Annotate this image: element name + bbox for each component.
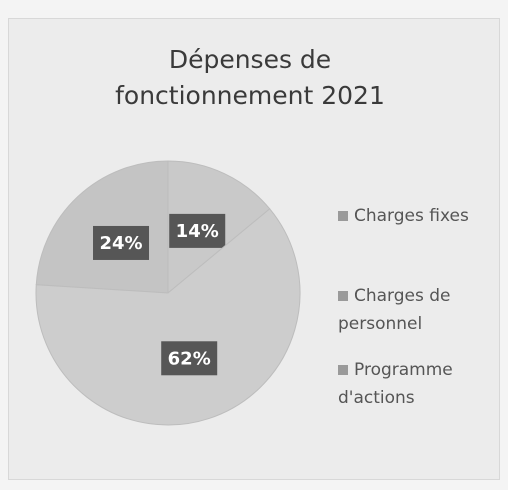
value-label-box: [93, 225, 150, 260]
legend-item: Programme d'actions: [338, 356, 498, 412]
value-label-box: [169, 213, 226, 248]
legend-item: Charges fixes: [338, 202, 498, 230]
pie-slice: [35, 208, 301, 426]
value-label: 62%: [168, 348, 211, 369]
value-label-box: [161, 341, 218, 376]
legend-swatch: [338, 211, 348, 221]
value-label: 24%: [99, 233, 142, 254]
legend-item: Charges de personnel: [338, 282, 498, 338]
legend-swatch: [338, 365, 348, 375]
chart-title: Dépenses de fonctionnement 2021: [115, 45, 385, 110]
legend-label: Programme d'actions: [338, 360, 453, 408]
value-label: 14%: [176, 221, 219, 242]
legend-label: Charges fixes: [354, 206, 469, 226]
legend-label: Charges de personnel: [338, 286, 451, 334]
legend-swatch: [338, 291, 348, 301]
